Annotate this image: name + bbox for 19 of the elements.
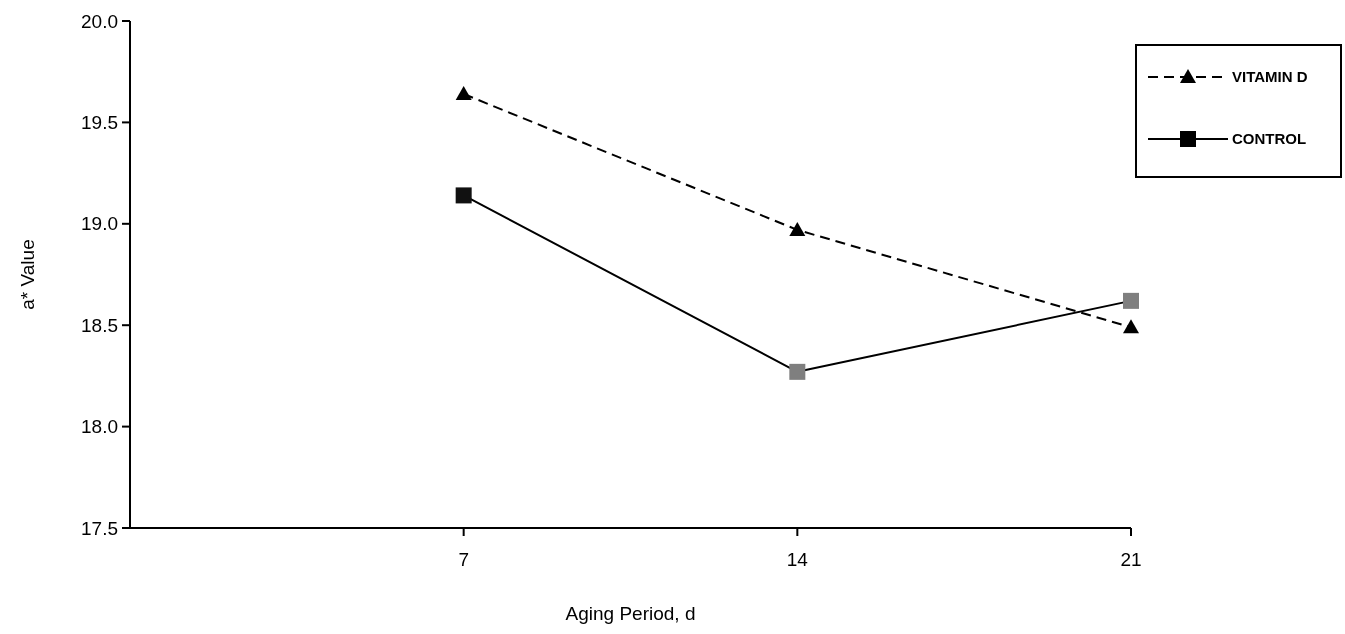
x-tick-label: 7 (458, 549, 469, 570)
point (789, 221, 806, 236)
x-tick-label: 14 (786, 549, 809, 570)
point (1123, 292, 1139, 309)
y-tick-label: 17.5 (81, 517, 118, 539)
y-tick-label: 18.0 (81, 416, 118, 438)
point (1123, 319, 1139, 334)
legend-label: CONTROL (1232, 130, 1307, 148)
y-tick-label: 20.0 (81, 10, 118, 32)
x-axis-title: Aging Period, d (565, 603, 696, 624)
y-tick-label: 18.5 (81, 314, 118, 336)
point (789, 363, 806, 380)
point (455, 86, 472, 101)
y-axis-title: a* Value (17, 239, 38, 310)
point (455, 187, 472, 204)
y-tick-label: 19.5 (81, 112, 118, 134)
y-tick-label: 19.0 (81, 213, 118, 235)
legend-label: VITAMIN D (1232, 68, 1308, 86)
x-tick-label: 21 (1120, 549, 1142, 570)
